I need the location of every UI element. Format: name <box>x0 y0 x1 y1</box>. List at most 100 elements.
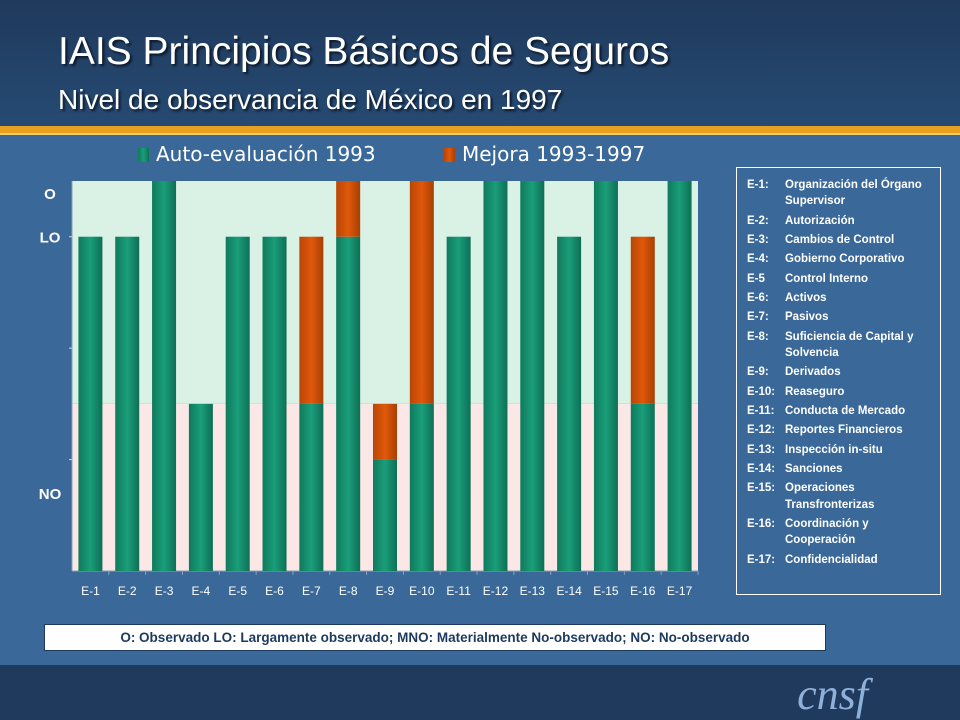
glossary-code: E-1: <box>747 179 769 191</box>
glossary-item: E-7: Pasivos <box>747 309 934 325</box>
bar-base <box>520 181 545 571</box>
x-tick-label: E-2 <box>118 584 137 598</box>
bar-improvement <box>409 181 434 404</box>
glossary-description: Organización del Órgano Supervisor <box>785 179 922 208</box>
legend-label: Auto-evaluación 1993 <box>156 142 376 166</box>
glossary-description: Reaseguro <box>785 385 845 398</box>
bar-base <box>78 236 103 571</box>
glossary-description: Coordinación y Cooperación <box>785 517 869 547</box>
x-tick-label: E-15 <box>593 584 619 598</box>
legend-swatch <box>138 148 149 162</box>
bar-base <box>225 236 250 571</box>
bar-improvement <box>630 236 655 404</box>
bar-improvement <box>299 236 324 404</box>
header-divider <box>0 126 960 135</box>
glossary-item: E-10: Reaseguro <box>747 384 934 400</box>
glossary-code: E-17: <box>747 553 776 566</box>
glossary-description: Inspección in-situ <box>785 443 883 456</box>
glossary-code: E-3: <box>747 233 769 246</box>
glossary-code: E-11: <box>747 404 775 417</box>
x-tick-label: E-10 <box>409 584 435 598</box>
glossary-code: E-15: <box>747 482 776 495</box>
x-tick-label: E-16 <box>630 584 656 598</box>
glossary-item: E-5 Control Interno <box>747 271 934 287</box>
x-tick-label: E-17 <box>667 584 693 598</box>
x-tick-label: E-7 <box>302 584 321 598</box>
glossary-description: Derivados <box>785 366 841 379</box>
y-level-label: LO <box>40 230 61 247</box>
glossary-description: Autorización <box>785 214 855 227</box>
x-tick-label: E-1 <box>81 584 100 598</box>
bar-base <box>262 236 287 571</box>
bar-chart: Auto-evaluación 1993 Mejora 1993-1997 O LO N… <box>39 142 699 598</box>
glossary-description: Cambios de Control <box>785 233 895 246</box>
bar-base <box>593 181 618 571</box>
glossary-item: E-4: Gobierno Corporativo <box>747 251 934 267</box>
bar-base <box>446 236 471 571</box>
x-tick-label: E-8 <box>339 584 358 598</box>
glossary-item: E-15: Operaciones Transfronterizas <box>747 480 934 513</box>
x-tick-label: E-12 <box>483 584 509 598</box>
glossary-item: E-2: Autorización <box>747 213 934 229</box>
glossary-description: Control Interno <box>785 272 869 285</box>
glossary-item: E-9: Derivados <box>747 364 934 380</box>
glossary-code: E-2: <box>747 214 769 227</box>
principles-glossary: E-1: Organización del Órgano Supervisor E-… <box>736 167 941 595</box>
glossary-item: E-13: Inspección in-situ <box>747 442 934 458</box>
x-tick-label: E-11 <box>446 584 471 598</box>
bar-base <box>409 403 434 571</box>
glossary-description: Reportes Financieros <box>785 424 903 437</box>
glossary-item: E-1: Organización del Órgano Supervisor <box>747 177 934 210</box>
glossary-description: Activos <box>785 291 827 304</box>
glossary-description: Suficiencia de Capital y Solvencia <box>785 330 914 359</box>
glossary-description: Operaciones Transfronterizas <box>785 482 875 511</box>
glossary-item: E-8: Suficiencia de Capital y Solvencia <box>747 329 934 362</box>
glossary-code: E-10: <box>747 385 776 398</box>
y-level-label: NO <box>39 486 62 503</box>
glossary-description: Sanciones <box>785 462 843 475</box>
glossary-code: E-7: <box>747 311 769 324</box>
bar-base <box>373 459 397 571</box>
bar-base <box>667 181 692 571</box>
bar-base <box>483 181 508 571</box>
glossary-item: E-14: Sanciones <box>747 461 934 477</box>
glossary-item: E-17: Confidencialidad <box>747 552 934 568</box>
bar-improvement <box>336 181 361 237</box>
x-tick-label: E-14 <box>556 584 582 598</box>
glossary-code: E-5 <box>747 272 765 285</box>
band-upper <box>72 181 698 404</box>
glossary-item: E-12: Reportes Financieros <box>747 422 934 438</box>
glossary-description: Confidencialidad <box>785 553 878 566</box>
legend-footnote: O: Observado LO: Largamente observado; M… <box>44 624 826 651</box>
bar-base <box>299 403 324 571</box>
header-banner: IAIS Principios Básicos de Seguros Nivel… <box>0 0 960 126</box>
cnsf-logo: cnsf <box>797 670 868 719</box>
x-tick-label: E-13 <box>520 584 546 598</box>
x-tick-label: E-6 <box>265 584 284 598</box>
footer-bar: cnsf <box>0 665 960 720</box>
glossary-code: E-4: <box>747 253 769 266</box>
x-tick-label: E-5 <box>228 584 247 598</box>
glossary-code: E-16: <box>747 517 776 530</box>
glossary-item: E-16: Coordinación y Cooperación <box>747 516 934 549</box>
bar-base <box>188 403 213 571</box>
glossary-code: E-9: <box>747 366 769 379</box>
bar-base <box>336 236 361 571</box>
glossary-item: E-6: Activos <box>747 290 934 306</box>
bar-base <box>152 181 177 571</box>
legend-swatch <box>444 148 455 162</box>
glossary-code: E-8: <box>747 330 769 343</box>
bar-improvement <box>373 403 397 460</box>
glossary-description: Conducta de Mercado <box>785 404 906 417</box>
bar-base <box>115 236 140 571</box>
x-tick-label: E-3 <box>155 584 174 598</box>
x-tick-label: E-9 <box>376 584 395 598</box>
legend-label: Mejora 1993-1997 <box>462 142 645 166</box>
bar-base <box>557 236 582 571</box>
page-title: IAIS Principios Básicos de Seguros <box>58 30 670 73</box>
glossary-item: E-3: Cambios de Control <box>747 232 934 248</box>
glossary-item: E-11: Conducta de Mercado <box>747 403 934 419</box>
glossary-code: E-13: <box>747 443 776 456</box>
glossary-code: E-6: <box>747 291 769 304</box>
y-level-label: O <box>44 186 56 203</box>
